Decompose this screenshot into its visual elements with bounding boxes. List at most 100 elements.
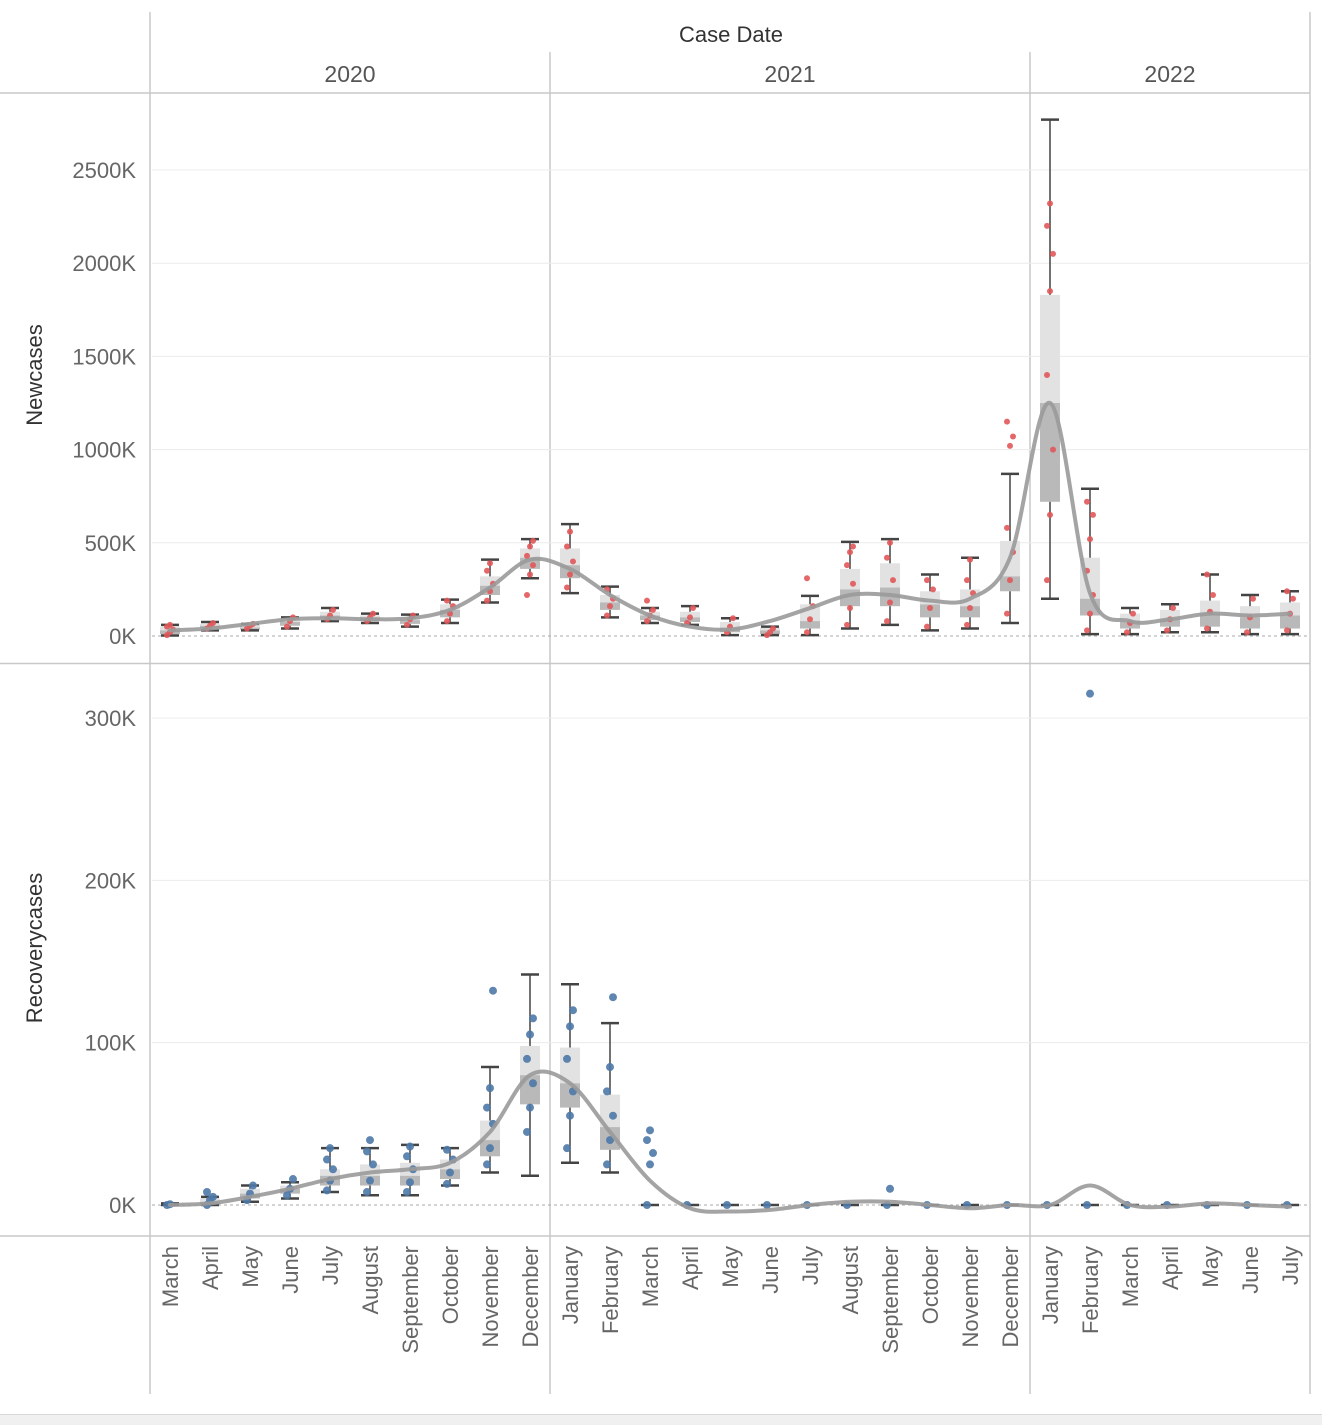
month-label: May [238, 1246, 263, 1288]
data-point [690, 605, 696, 612]
data-point [1047, 288, 1053, 295]
box-newcases [720, 615, 740, 637]
data-point [563, 1054, 571, 1063]
box-lower [1200, 613, 1220, 627]
gridlines [152, 169, 1310, 1206]
data-point [886, 1184, 894, 1193]
data-point [1084, 498, 1090, 505]
month-label: June [278, 1246, 303, 1294]
box-lower [960, 606, 980, 618]
data-point [884, 618, 890, 625]
box-upper [1160, 609, 1180, 620]
month-label: June [1238, 1246, 1263, 1294]
data-point [203, 1188, 211, 1197]
box-newcases [480, 558, 500, 604]
data-point [483, 1160, 491, 1169]
data-point [369, 1160, 377, 1169]
data-point [1244, 629, 1250, 636]
y-axis-title-newcases: Newcases [22, 324, 47, 425]
month-label: April [1158, 1246, 1183, 1290]
month-label: September [398, 1246, 423, 1354]
month-label: November [478, 1246, 503, 1347]
data-point [1004, 418, 1010, 425]
data-point [363, 1188, 371, 1197]
data-point [643, 1136, 651, 1145]
data-point [807, 616, 813, 623]
trend-line [168, 1069, 1292, 1214]
data-point [930, 586, 936, 593]
data-point [444, 597, 450, 604]
box-upper [320, 1169, 340, 1176]
box-upper [360, 1164, 380, 1176]
y-tick-label: 200K [85, 868, 137, 893]
data-point [406, 1142, 414, 1151]
month-label: September [878, 1246, 903, 1354]
box-newcases [280, 614, 300, 630]
box-newcases [1200, 571, 1220, 634]
data-point [289, 1175, 297, 1184]
data-point [210, 619, 216, 626]
month-label: March [1118, 1246, 1143, 1307]
data-point [524, 591, 530, 598]
data-point [1170, 605, 1176, 612]
box-newcases [960, 556, 980, 630]
data-point [483, 1103, 491, 1112]
data-point [964, 577, 970, 584]
data-point [363, 1147, 371, 1156]
box-recovery [240, 1181, 260, 1205]
box-lower [1160, 619, 1180, 627]
data-point [564, 543, 570, 550]
data-point [1204, 625, 1210, 632]
box-recovery [1081, 689, 1099, 1209]
data-point [603, 1087, 611, 1096]
data-point [887, 539, 893, 546]
data-point [443, 1179, 451, 1188]
data-point [526, 1030, 534, 1039]
box-upper [480, 576, 500, 586]
data-point [566, 1022, 574, 1031]
data-point [924, 577, 930, 584]
box-recovery [881, 1184, 899, 1209]
y-tick-label: 2500K [72, 158, 136, 183]
data-point [567, 571, 573, 578]
month-label: August [838, 1246, 863, 1315]
data-point [524, 552, 530, 559]
box-lower [1000, 576, 1020, 592]
box-newcases [880, 537, 900, 627]
data-point [530, 562, 536, 569]
y-axis-title-recoverycases: Recoverycases [22, 873, 47, 1023]
month-label: March [158, 1246, 183, 1307]
box-lower [1280, 615, 1300, 629]
data-point [1210, 591, 1216, 598]
box-upper [1120, 613, 1140, 622]
x-axis-month-labels: March April May June July August September Octo… [158, 1246, 1303, 1354]
data-point [1004, 610, 1010, 617]
data-point [527, 543, 533, 550]
data-point [850, 543, 856, 550]
data-point [644, 618, 650, 625]
data-point [209, 1192, 217, 1201]
data-point [964, 621, 970, 628]
data-point [884, 554, 890, 561]
month-label: November [958, 1246, 983, 1347]
box-newcases [680, 604, 700, 627]
data-point [443, 1145, 451, 1154]
box-newcases [920, 573, 940, 632]
month-label: April [198, 1246, 223, 1290]
data-point [1010, 433, 1016, 440]
data-point [1090, 511, 1096, 518]
box-newcases [760, 625, 780, 639]
data-point [1044, 372, 1050, 379]
footer-strip [0, 1414, 1322, 1425]
box-newcases [1240, 593, 1260, 636]
data-point [643, 1201, 651, 1209]
month-label: January [1038, 1246, 1063, 1324]
box-upper [1240, 606, 1260, 618]
month-label: July [318, 1246, 343, 1285]
data-point [609, 1111, 617, 1120]
data-point [1250, 595, 1256, 602]
box-lower [1040, 403, 1060, 502]
data-point [1050, 250, 1056, 257]
data-point [523, 1127, 531, 1136]
